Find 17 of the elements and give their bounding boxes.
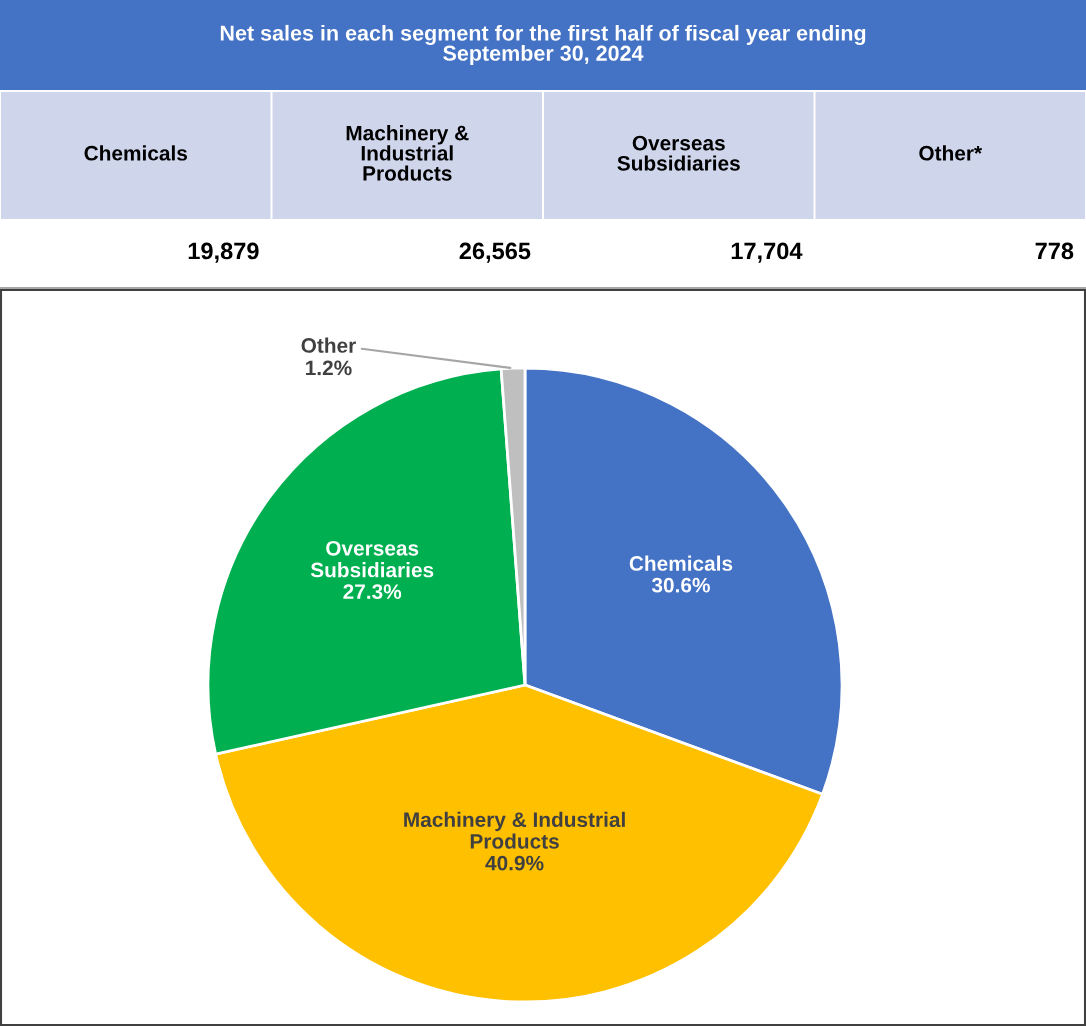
text: 17,704: [731, 242, 803, 263]
data-label: 27.3%: [343, 584, 402, 600]
text: 19,879: [188, 242, 259, 263]
text: 778: [1035, 242, 1074, 260]
slice-label: Other: [301, 337, 356, 353]
category-label: Other*: [919, 145, 983, 161]
category-label: Overseas Subsidiaries: [617, 135, 740, 171]
data-label: 30.6%: [651, 577, 710, 593]
text: Net sales in each segment for the first half of fiscal year ending September 30, 2024: [220, 24, 866, 66]
slice-label: Overseas Subsidiaries: [310, 540, 434, 578]
slice-label: Chemicals: [629, 555, 733, 571]
category-label: Chemicals: [84, 145, 188, 161]
data-label: 40.9%: [485, 855, 544, 871]
category-label: Machinery & Industrial Products: [346, 125, 469, 181]
slice-label: Machinery & Industrial Products: [404, 811, 625, 849]
data-label: 1.2%: [306, 360, 352, 376]
text: 26,565: [459, 242, 531, 263]
